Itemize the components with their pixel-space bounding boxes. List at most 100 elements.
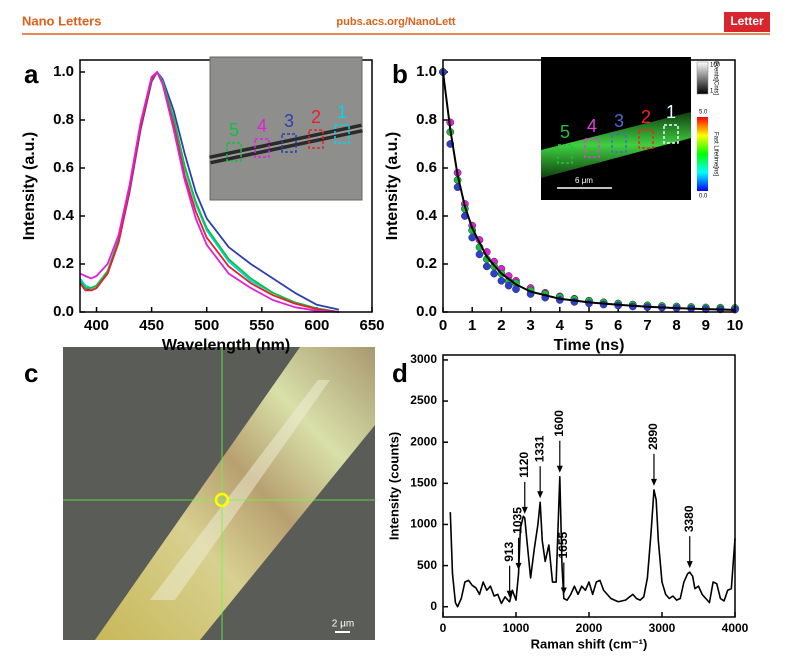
decay-point — [468, 233, 477, 242]
inset-fiber — [541, 112, 691, 178]
peak-arrowhead — [560, 587, 567, 595]
fit-line — [442, 71, 736, 311]
y-tick-label: 3000 — [410, 352, 437, 366]
panel-label: a — [24, 59, 39, 89]
scale-label: 2 μm — [332, 619, 354, 630]
region-label: 5 — [229, 120, 239, 140]
x-tick-label: 7 — [643, 317, 651, 334]
y-axis-title: Intensity (counts) — [386, 432, 401, 540]
x-tick-label: 3000 — [649, 621, 676, 635]
peak-label: 1331 — [532, 435, 546, 462]
peak-arrowhead — [521, 506, 528, 514]
spectrum-line — [79, 71, 340, 313]
x-tick-label: 8 — [672, 317, 680, 334]
x-tick-label: 1000 — [503, 621, 530, 635]
decay-point — [475, 250, 484, 259]
region-label: 3 — [614, 111, 624, 131]
spectrum-line — [79, 71, 339, 313]
x-tick-label: 0 — [440, 621, 447, 635]
y-axis-title: Intensity (a.u.) — [21, 132, 38, 240]
x-tick-label: 650 — [359, 317, 384, 334]
decay-point — [512, 285, 520, 294]
region-label: 4 — [257, 116, 267, 136]
x-tick-label: 1 — [468, 317, 476, 334]
micrograph: 2 μm — [63, 347, 375, 640]
x-tick-label: 10 — [727, 317, 744, 334]
x-axis-title: Wavelength (nm) — [162, 337, 290, 354]
fiber-highlight — [150, 380, 330, 600]
peak-arrowhead — [506, 590, 513, 598]
region-box — [663, 124, 679, 144]
x-tick-label: 500 — [194, 317, 219, 334]
raman-line — [449, 475, 736, 608]
scale-label: 6 μm — [575, 176, 593, 185]
panel-label: c — [24, 358, 38, 388]
y-tick-label: 0.2 — [416, 255, 437, 272]
decay-point — [497, 276, 506, 285]
decay-point — [490, 269, 498, 278]
peak-arrowhead — [556, 465, 563, 473]
peak-label: 3380 — [682, 505, 696, 532]
panel-label: d — [392, 358, 408, 388]
colorbar-title: Fast Lifetime[ns] — [712, 132, 718, 176]
y-tick-label: 1500 — [410, 475, 437, 489]
y-tick-label: 0.6 — [416, 159, 437, 176]
y-tick-label: 0.8 — [53, 111, 74, 128]
region-box — [308, 129, 324, 149]
peak-label: 913 — [502, 541, 516, 561]
y-tick-label: 0.0 — [53, 303, 74, 320]
colorbar-tick-label: 1 — [710, 89, 714, 95]
x-axis-title: Time (ns) — [554, 337, 625, 354]
region-label: 2 — [311, 107, 321, 127]
decay-point — [504, 281, 513, 290]
inset-fiber-core — [209, 127, 363, 161]
x-tick-label: 5 — [585, 317, 593, 334]
region-box — [584, 138, 600, 158]
x-tick-label: 9 — [702, 317, 710, 334]
y-tick-label: 500 — [417, 558, 437, 572]
region-box — [557, 144, 573, 164]
x-tick-label: 2 — [497, 317, 505, 334]
peak-arrowhead — [650, 478, 657, 486]
x-tick-label: 400 — [84, 317, 109, 334]
x-tick-label: 3 — [526, 317, 534, 334]
region-label: 1 — [666, 102, 676, 122]
plot-frame — [442, 354, 736, 618]
events-colorbar — [696, 61, 709, 95]
y-tick-label: 0.8 — [416, 111, 437, 128]
journal-name: Nano Letters — [22, 13, 101, 28]
y-tick-label: 1.0 — [53, 63, 74, 80]
y-tick-label: 0.4 — [53, 207, 75, 224]
y-tick-label: 2000 — [410, 434, 437, 448]
journal-url: pubs.acs.org/NanoLett — [336, 16, 456, 28]
peak-label: 1035 — [511, 507, 525, 534]
y-tick-label: 2500 — [410, 393, 437, 407]
region-box — [334, 124, 350, 144]
y-tick-label: 0.6 — [53, 159, 74, 176]
y-tick-label: 0.4 — [416, 207, 438, 224]
y-tick-label: 1000 — [410, 517, 437, 531]
peak-label: 1120 — [517, 452, 531, 478]
y-tick-label: 0 — [430, 599, 437, 613]
peak-arrowhead — [537, 491, 544, 499]
colorbar-tick-label: 5.0 — [699, 110, 708, 116]
x-tick-label: 6 — [614, 317, 622, 334]
x-tick-label: 4000 — [722, 621, 749, 635]
colorbar-tick-label: 100 — [710, 63, 721, 69]
region-label: 5 — [560, 122, 570, 142]
y-tick-label: 0.0 — [416, 303, 437, 320]
x-tick-label: 2000 — [576, 621, 603, 635]
region-box — [611, 133, 627, 153]
peak-label: 2890 — [646, 423, 660, 450]
colorbar-title: Events[Cnts] — [712, 61, 718, 95]
y-axis-title: Intensity (a.u.) — [384, 132, 401, 240]
y-tick-label: 0.2 — [53, 255, 74, 272]
peak-arrowhead — [686, 561, 693, 569]
x-tick-label: 600 — [304, 317, 329, 334]
peak-label: 1600 — [552, 410, 566, 437]
x-tick-label: 4 — [556, 317, 565, 334]
article-type-badge — [724, 12, 770, 32]
lifetime-colorbar — [697, 117, 708, 191]
